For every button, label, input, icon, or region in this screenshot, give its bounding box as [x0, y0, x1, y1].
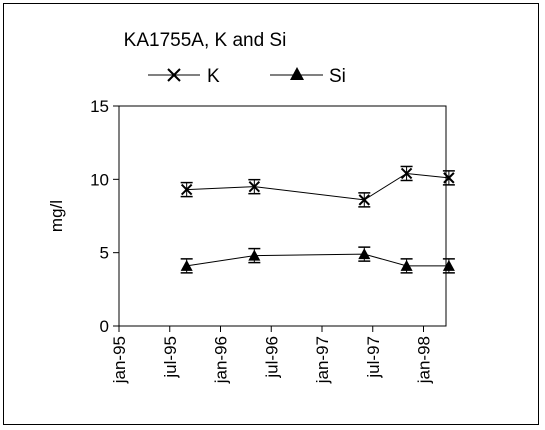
- data-point-si: [358, 246, 371, 262]
- plot-area: [118, 105, 447, 327]
- legend-marker-k: [167, 68, 181, 82]
- data-point-k: [358, 192, 371, 208]
- x-tick-label: jul-97: [364, 336, 383, 379]
- x-tick-label: jan-97: [313, 336, 332, 384]
- data-point-si: [400, 258, 413, 274]
- x-tick-label: jan-98: [415, 336, 434, 384]
- data-point-k: [442, 170, 455, 186]
- x-tick-label: jan-96: [212, 336, 231, 384]
- y-tick-label: 0: [100, 317, 109, 336]
- y-axis-label: mg/l: [47, 200, 66, 232]
- data-point-si: [442, 258, 455, 274]
- legend-label-si: Si: [329, 66, 346, 87]
- series-group: [180, 165, 455, 274]
- data-point-k: [248, 178, 261, 195]
- data-point-si: [248, 247, 261, 264]
- series-line-si: [186, 253, 449, 267]
- chart-title: KA1755A, K and Si: [124, 30, 287, 51]
- data-point-k: [180, 181, 193, 198]
- chart-frame: [3, 3, 539, 425]
- x-axis: jan-95 jul-95 jan-96 jul-96 jan-97 jul-97 jan-…: [110, 326, 434, 384]
- legend-marker-si: [290, 67, 304, 80]
- data-point-k: [400, 165, 413, 182]
- y-tick-label: 15: [90, 97, 109, 116]
- y-axis: 0 5 10 15: [90, 97, 119, 336]
- y-tick-label: 5: [100, 244, 109, 263]
- x-tick-label: jul-95: [161, 336, 180, 379]
- data-point-si: [180, 258, 193, 274]
- x-tick-label: jul-96: [262, 336, 281, 379]
- legend: K Si: [148, 66, 346, 87]
- y-tick-label: 10: [90, 170, 109, 189]
- legend-label-k: K: [207, 66, 220, 87]
- x-tick-label: jan-95: [110, 336, 129, 384]
